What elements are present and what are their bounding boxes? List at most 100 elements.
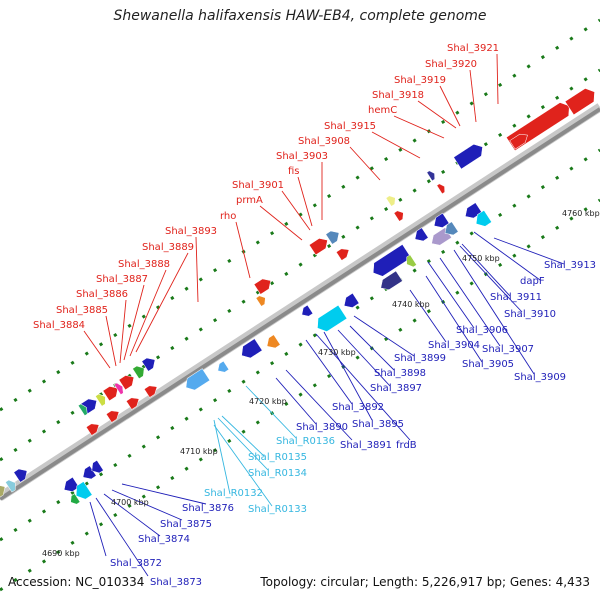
gene-glyph[interactable] bbox=[215, 360, 230, 375]
leader-line bbox=[439, 85, 461, 127]
leader-line bbox=[425, 275, 483, 363]
gene-label: Shal_3899 bbox=[394, 353, 446, 364]
gene-glyph[interactable] bbox=[68, 493, 81, 507]
gene-label: Shal_3909 bbox=[514, 372, 566, 383]
gene-label: Shal_3910 bbox=[504, 309, 556, 320]
kbp-label: 4720 kbp bbox=[249, 397, 287, 406]
gene-glyph[interactable] bbox=[5, 478, 18, 493]
gene-glyph[interactable] bbox=[393, 209, 406, 222]
gene-glyph[interactable] bbox=[125, 395, 142, 410]
gene-glyph[interactable] bbox=[132, 363, 148, 380]
gene-label: Shal_3915 bbox=[324, 121, 376, 132]
gene-glyph[interactable] bbox=[238, 338, 263, 362]
gene-glyph[interactable] bbox=[105, 408, 122, 423]
gene-label: Shal_3872 bbox=[110, 558, 162, 569]
leader-line bbox=[217, 417, 269, 471]
gene-glyph[interactable] bbox=[335, 246, 352, 261]
gene-label: Shal_3907 bbox=[482, 344, 534, 355]
leader-line bbox=[275, 377, 317, 425]
gene-label: Shal_3889 bbox=[142, 242, 194, 253]
gene-label: Shal_R0136 bbox=[276, 436, 335, 447]
gene-glyph[interactable] bbox=[85, 421, 102, 436]
gene-glyph[interactable] bbox=[143, 383, 160, 398]
gene-glyph[interactable] bbox=[341, 292, 360, 311]
leader-line bbox=[439, 257, 501, 347]
leader-line bbox=[349, 146, 381, 181]
gene-label: Shal_3901 bbox=[232, 180, 284, 191]
leader-line bbox=[459, 245, 523, 313]
gene-glyph[interactable] bbox=[431, 212, 450, 231]
gene-glyph[interactable] bbox=[72, 481, 93, 502]
gene-glyph[interactable] bbox=[472, 209, 493, 229]
leader-line bbox=[119, 299, 127, 364]
gene-label: frdB bbox=[396, 440, 417, 451]
leader-line bbox=[473, 231, 541, 281]
gene-glyph[interactable] bbox=[412, 227, 429, 245]
topology-label: Topology: circular; Length: 5,226,917 bp… bbox=[260, 575, 590, 589]
gene-glyph[interactable] bbox=[308, 235, 331, 256]
gene-glyph[interactable] bbox=[453, 141, 487, 170]
leader-line bbox=[213, 424, 273, 507]
leader-line bbox=[453, 249, 535, 375]
gene-glyph[interactable] bbox=[118, 372, 137, 391]
gene-label: Shal_3891 bbox=[340, 440, 392, 451]
gene-label: Shal_3897 bbox=[370, 383, 422, 394]
gene-glyph[interactable] bbox=[564, 85, 599, 116]
gene-label: Shal_3875 bbox=[160, 519, 212, 530]
leader-line bbox=[135, 252, 189, 353]
kbp-label: 4710 kbp bbox=[180, 447, 218, 456]
gene-glyph[interactable] bbox=[325, 228, 343, 245]
leader-line bbox=[105, 315, 117, 367]
gene-glyph[interactable] bbox=[253, 276, 274, 295]
gene-label: Shal_3918 bbox=[372, 90, 424, 101]
gene-glyph[interactable] bbox=[13, 466, 31, 483]
leader-line bbox=[393, 115, 445, 139]
gene-label: rho bbox=[220, 211, 236, 222]
gene-glyph[interactable] bbox=[509, 131, 531, 150]
gene-label: Shal_3884 bbox=[33, 320, 85, 331]
gene-glyph[interactable] bbox=[299, 304, 314, 319]
leader-line bbox=[297, 176, 313, 227]
gene-glyph[interactable] bbox=[264, 334, 281, 352]
gene-glyph[interactable] bbox=[378, 270, 403, 293]
kbp-label: 4690 kbp bbox=[42, 549, 80, 558]
gene-glyph[interactable] bbox=[255, 294, 268, 307]
gene-glyph[interactable] bbox=[385, 194, 398, 207]
tick-track-inner-bottom bbox=[0, 148, 600, 542]
gene-label: Shal_3903 bbox=[276, 151, 328, 162]
tick-track-outer-top bbox=[0, 18, 600, 412]
gene-label: Shal_3892 bbox=[332, 402, 384, 413]
leader-line bbox=[221, 415, 265, 457]
gene-glyph[interactable] bbox=[141, 355, 159, 372]
gene-label: Shal_3873 bbox=[150, 577, 202, 588]
gene-glyph[interactable] bbox=[80, 465, 97, 483]
gene-label: hemC bbox=[368, 105, 397, 116]
gene-label: Shal_3906 bbox=[456, 325, 508, 336]
leader-line bbox=[83, 330, 111, 369]
tick-track-outer-bottom bbox=[0, 198, 600, 592]
gene-label: Shal_3874 bbox=[138, 534, 190, 545]
gene-label: Shal_3911 bbox=[490, 292, 542, 303]
gene-glyph[interactable] bbox=[436, 182, 447, 195]
leader-line bbox=[305, 339, 353, 405]
gene-glyph[interactable] bbox=[89, 459, 104, 476]
gene-glyph[interactable] bbox=[182, 368, 211, 394]
gene-glyph[interactable] bbox=[313, 304, 348, 335]
genome-backbone bbox=[0, 103, 600, 501]
gene-glyph[interactable] bbox=[77, 402, 90, 417]
gene-glyph[interactable] bbox=[113, 381, 126, 396]
gene-label: Shal_3888 bbox=[118, 259, 170, 270]
gene-glyph[interactable] bbox=[0, 482, 8, 499]
gene-glyph[interactable] bbox=[426, 169, 437, 182]
leader-line bbox=[337, 329, 391, 387]
gene-glyph[interactable] bbox=[403, 254, 417, 269]
leader-line bbox=[417, 100, 457, 129]
gene-label: fis bbox=[288, 166, 300, 177]
gene-glyph[interactable] bbox=[102, 383, 121, 402]
gene-label: Shal_3919 bbox=[394, 75, 446, 86]
gene-glyph[interactable] bbox=[95, 392, 108, 407]
leader-line bbox=[371, 131, 421, 159]
leader-line bbox=[427, 261, 475, 329]
